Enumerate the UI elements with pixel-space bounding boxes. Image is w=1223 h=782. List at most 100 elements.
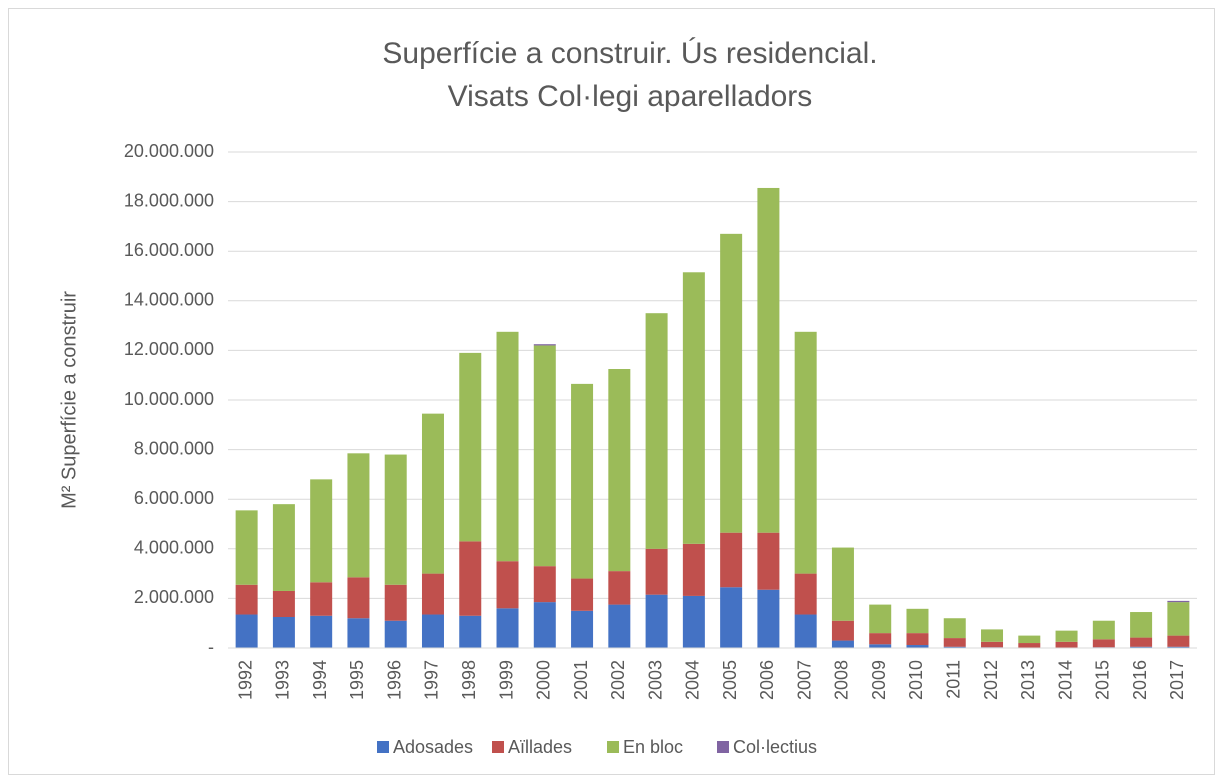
y-tick-label: -	[208, 637, 214, 657]
x-tick-label: 2014	[1055, 660, 1075, 700]
x-tick-label: 2012	[981, 660, 1001, 700]
x-tick-label: 1999	[496, 660, 516, 700]
bar-segment	[645, 548, 668, 595]
legend-label: Col·lectius	[733, 737, 817, 757]
bar-segment	[831, 640, 854, 648]
bar-segment	[682, 543, 705, 596]
y-tick-label: 6.000.000	[134, 488, 214, 508]
x-tick-label: 2001	[571, 660, 591, 700]
bar-segment	[1130, 646, 1153, 648]
bar-segment	[720, 587, 743, 648]
bar-segment	[421, 573, 444, 615]
bar-segment	[1055, 630, 1078, 642]
x-tick-label: 1994	[310, 660, 330, 700]
bar-segment	[459, 541, 482, 616]
bar-segment	[384, 584, 407, 621]
bar-segment	[794, 614, 817, 648]
bar-segment	[943, 638, 966, 647]
bar-segment	[757, 187, 780, 533]
x-tick-label: 1996	[384, 660, 404, 700]
y-tick-label: 20.000.000	[124, 141, 214, 161]
bar-segment	[720, 532, 743, 588]
bar-segment	[496, 331, 519, 562]
bar-segment	[608, 369, 631, 572]
bar-segment	[943, 618, 966, 639]
y-tick-label: 16.000.000	[124, 240, 214, 260]
bar-segment	[1055, 641, 1078, 648]
x-tick-label: 2008	[832, 660, 852, 700]
legend-swatch	[607, 741, 619, 753]
x-tick-label: 2016	[1130, 660, 1150, 700]
x-tick-label: 2005	[720, 660, 740, 700]
bar-segment	[906, 633, 929, 646]
bar-segment	[1130, 637, 1153, 647]
chart-subtitle: Visats Col·legi aparelladors	[448, 80, 813, 113]
bar-segment	[869, 633, 892, 645]
bar-segment	[1092, 620, 1115, 640]
bar-segment	[272, 617, 295, 648]
bar-segment	[720, 233, 743, 533]
bar-segment	[1167, 635, 1190, 647]
x-tick-label: 2006	[757, 660, 777, 700]
bar-segment	[571, 610, 594, 648]
x-tick-label: 2013	[1018, 660, 1038, 700]
bar-segment	[869, 604, 892, 634]
bar-segment	[757, 532, 780, 590]
bar-segment	[1167, 600, 1190, 603]
bar-segment	[571, 383, 594, 579]
chart-title: Superfície a construir. Ús residencial.	[382, 37, 877, 70]
x-tick-label: 2004	[683, 660, 703, 700]
bar-segment	[235, 510, 258, 585]
bar-segment	[533, 566, 556, 603]
legend-label: Aïllades	[508, 737, 572, 757]
legend-label: En bloc	[623, 737, 683, 757]
bar-segment	[1018, 635, 1041, 644]
y-tick-label: 2.000.000	[134, 587, 214, 607]
legend-swatch	[717, 741, 729, 753]
bar-segment	[421, 413, 444, 574]
x-tick-label: 2000	[534, 660, 554, 700]
legend-swatch	[492, 741, 504, 753]
y-axis-label: M² Superfície a construir	[58, 291, 80, 509]
bar-segment	[869, 644, 892, 648]
bar-segment	[645, 313, 668, 549]
x-tick-label: 1992	[235, 660, 255, 700]
bar-segment	[1092, 639, 1115, 648]
bar-segment	[906, 608, 929, 634]
bar-segment	[757, 589, 780, 648]
x-tick-label: 1997	[422, 660, 442, 700]
y-tick-label: 18.000.000	[124, 190, 214, 210]
bar-segment	[347, 577, 370, 619]
bar-segment	[608, 604, 631, 648]
y-tick-label: 10.000.000	[124, 389, 214, 409]
bar-segment	[235, 614, 258, 648]
bar-segment	[459, 352, 482, 542]
bar-segment	[831, 620, 854, 641]
bar-segment	[347, 453, 370, 578]
bar-segment	[310, 582, 333, 616]
bar-segment	[533, 345, 556, 567]
bar-segment	[1130, 612, 1153, 638]
y-tick-label: 12.000.000	[124, 339, 214, 359]
bar-segment	[571, 578, 594, 611]
y-tick-label: 8.000.000	[134, 438, 214, 458]
bar-segment	[906, 645, 929, 648]
bar-segment	[794, 573, 817, 615]
bar-segment	[831, 547, 854, 621]
x-tick-label: 2009	[869, 660, 889, 700]
bar-segment	[533, 602, 556, 648]
bar-segment	[272, 590, 295, 617]
bar-segment	[981, 641, 1004, 648]
bar-segment	[496, 561, 519, 609]
bar-segment	[272, 504, 295, 591]
x-tick-label: 1998	[459, 660, 479, 700]
bar-segment	[682, 272, 705, 544]
y-tick-label: 14.000.000	[124, 290, 214, 310]
bar-segment	[347, 618, 370, 648]
y-tick-label: 4.000.000	[134, 538, 214, 558]
bar-segment	[533, 344, 556, 346]
bar-segment	[608, 571, 631, 605]
bar-segment	[981, 629, 1004, 642]
